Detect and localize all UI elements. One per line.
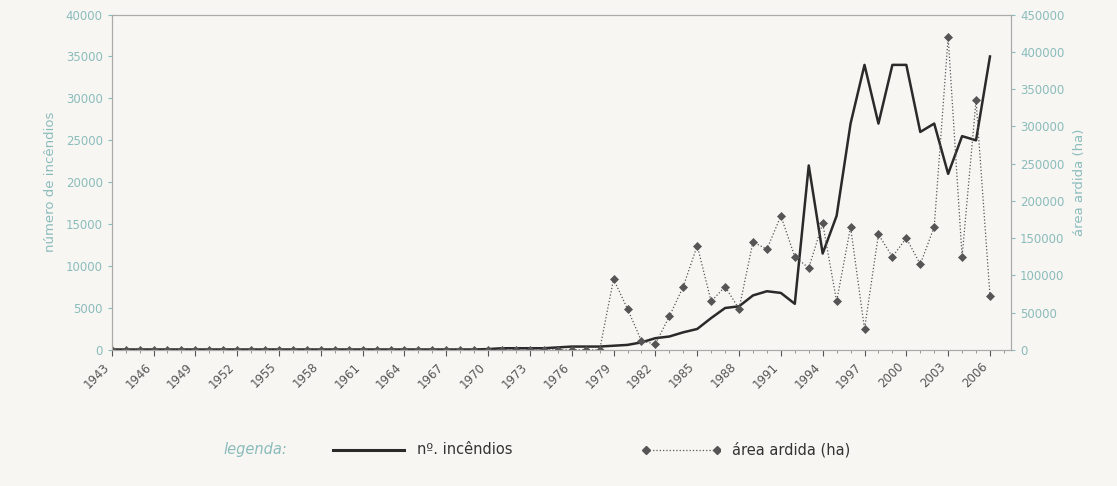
Y-axis label: área ardida (ha): área ardida (ha): [1072, 129, 1086, 236]
Text: legenda:: legenda:: [223, 442, 287, 457]
Text: área ardida (ha): área ardida (ha): [732, 442, 850, 457]
Y-axis label: número de incêndios: número de incêndios: [45, 112, 57, 252]
Text: nº. incêndios: nº. incêndios: [417, 442, 512, 457]
